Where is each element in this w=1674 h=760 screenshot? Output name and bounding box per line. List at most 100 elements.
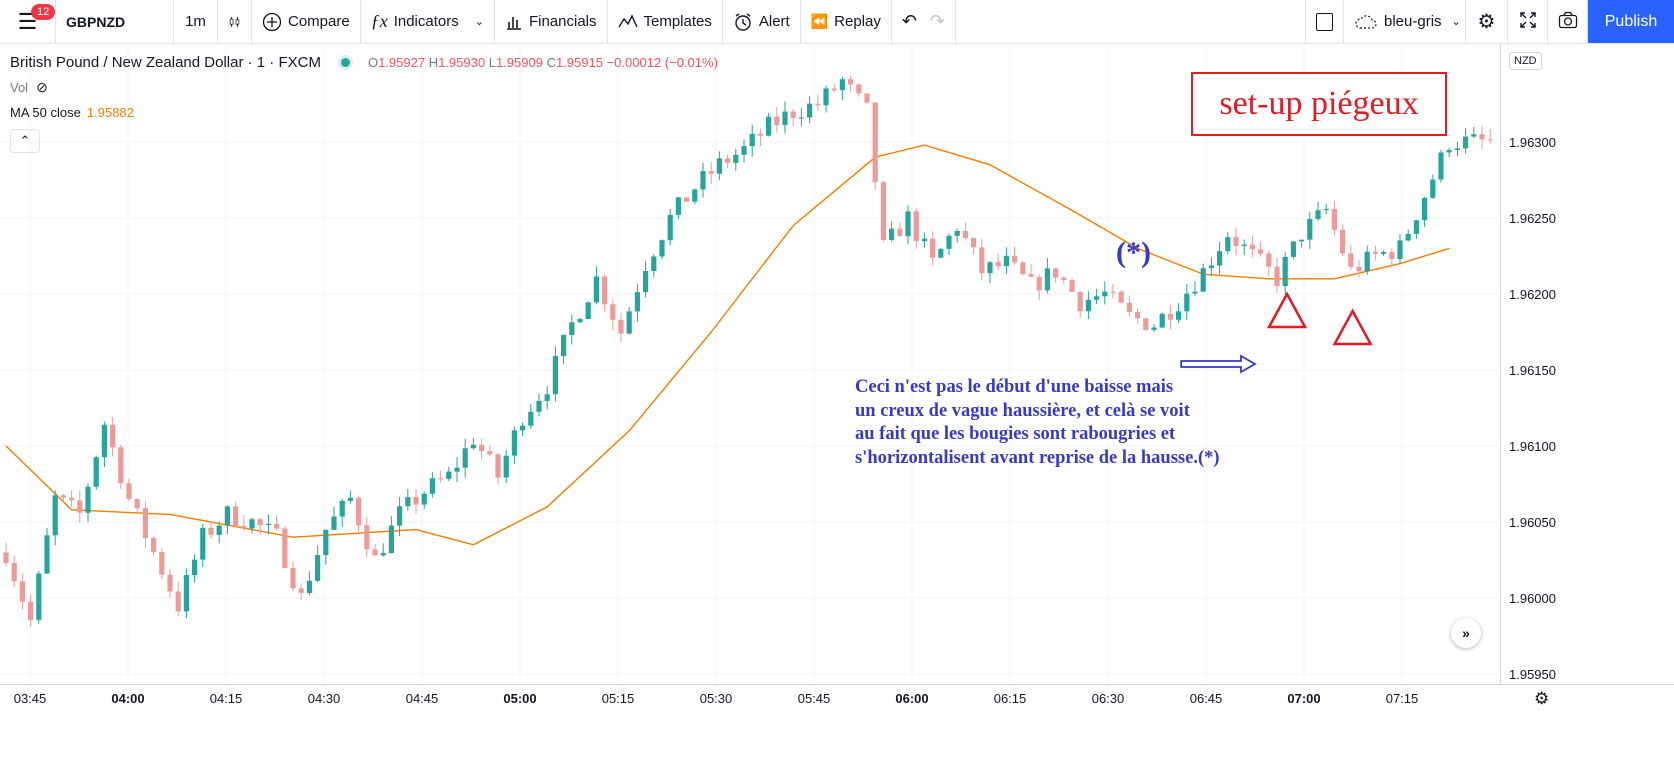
candle: [257, 517, 263, 535]
interval-button[interactable]: 1m: [174, 0, 218, 43]
candle-body: [577, 319, 583, 323]
candle-body: [921, 238, 927, 242]
templates-button[interactable]: Templates: [608, 0, 723, 43]
candle-body: [1479, 134, 1485, 140]
redo-icon[interactable]: ↷: [929, 11, 945, 31]
candle-body: [224, 506, 230, 526]
chart-settings-gear-icon[interactable]: ⚙: [1534, 689, 1550, 708]
candle: [1438, 149, 1444, 183]
candle-body: [905, 211, 911, 237]
candle-body: [159, 552, 165, 575]
fullscreen-layout-button[interactable]: [1306, 0, 1344, 43]
candle: [528, 404, 534, 429]
candle-body: [257, 519, 263, 526]
financials-button[interactable]: Financials: [495, 0, 608, 43]
time-tick: 04:15: [209, 691, 243, 706]
candle: [11, 555, 17, 588]
candle-body: [1184, 293, 1190, 312]
legend-main-row: British Pound / New Zealand Dollar · 1 ·…: [10, 50, 718, 75]
annotation-note[interactable]: Ceci n'est pas le début d'une baisse mai…: [855, 376, 1375, 470]
candle: [1479, 126, 1485, 149]
open-key: O: [367, 55, 379, 70]
time-axis[interactable]: ⚙ 03:45 04:00 04:15 04:30 04:45 05:00 05:15 05:…: [0, 684, 1674, 760]
rewind-icon: ⏪: [810, 13, 829, 29]
legend-ma-row[interactable]: MA 50 close 1.95882: [10, 100, 718, 125]
instrument-title[interactable]: British Pound / New Zealand Dollar · 1 ·…: [10, 54, 321, 71]
candle: [954, 228, 960, 243]
price-chart[interactable]: [0, 44, 1500, 684]
candle-body: [470, 444, 476, 449]
candle-body: [897, 228, 903, 237]
candle-body: [52, 495, 58, 536]
replay-button[interactable]: ⏪ Replay: [801, 0, 892, 43]
snapshot-button[interactable]: [1548, 0, 1588, 43]
compare-button[interactable]: Compare: [252, 0, 361, 43]
currency-tag[interactable]: NZD: [1509, 52, 1542, 70]
candle: [807, 96, 813, 124]
candle: [1036, 274, 1042, 301]
candle: [1282, 251, 1288, 295]
chart-type-button[interactable]: [218, 0, 252, 43]
candle-body: [298, 588, 304, 593]
candle: [766, 112, 772, 137]
alert-button[interactable]: Alert: [723, 0, 801, 43]
eye-off-icon[interactable]: ⊘: [36, 79, 48, 95]
candle: [585, 301, 591, 320]
indicators-button[interactable]: ƒx Indicators ⌄: [361, 0, 495, 43]
candle-body: [700, 170, 706, 190]
symbol-search-button[interactable]: GBPNZD: [56, 0, 174, 43]
legend-collapse-button[interactable]: ⌃: [10, 129, 40, 153]
candle-body: [1413, 220, 1419, 234]
candle: [684, 197, 690, 202]
price-tick: 1.96200: [1509, 287, 1556, 302]
expand-icon: [1519, 11, 1537, 33]
candle-body: [1266, 253, 1272, 267]
settings-button[interactable]: ⚙: [1466, 0, 1508, 43]
candle-body: [708, 170, 714, 174]
candle: [1151, 323, 1157, 333]
setup-title-box[interactable]: set-up piégeux: [1191, 72, 1447, 136]
candle: [28, 594, 34, 627]
candle: [101, 421, 107, 468]
candle-body: [520, 425, 526, 431]
price-axis[interactable]: NZD 1.96300 1.96250 1.96200 1.96150 1.96…: [1500, 44, 1674, 684]
close-key: C: [546, 55, 556, 70]
double-chevron-right-icon: »: [1462, 625, 1470, 641]
publish-button[interactable]: Publish: [1588, 0, 1674, 43]
candle: [971, 237, 977, 255]
candle-body: [1364, 251, 1370, 272]
cloud-icon: [1354, 14, 1378, 30]
candle: [3, 542, 9, 567]
undo-icon[interactable]: ↶: [901, 11, 917, 31]
candle: [167, 569, 173, 598]
candle-body: [1061, 277, 1067, 281]
candle: [1249, 235, 1255, 258]
candle-body: [1217, 251, 1223, 266]
candle: [1061, 276, 1067, 284]
candle-body: [1028, 274, 1034, 277]
candle-body: [1192, 291, 1198, 294]
candle: [1053, 268, 1059, 283]
candle-body: [741, 146, 747, 155]
candle-body: [651, 256, 657, 271]
layout-select[interactable]: bleu-gris ⌄: [1344, 0, 1466, 43]
candle-body: [1438, 152, 1444, 180]
asterisk-annotation[interactable]: (*): [1116, 236, 1151, 269]
candle-body: [1118, 291, 1124, 303]
candle: [552, 346, 558, 402]
candle: [1454, 141, 1460, 157]
price-tick: 1.96100: [1509, 439, 1556, 454]
candle: [561, 334, 567, 365]
candle: [659, 239, 665, 260]
candle: [897, 222, 903, 237]
candle: [1176, 303, 1182, 324]
candle: [1143, 317, 1149, 331]
candle: [1299, 239, 1305, 248]
fullscreen-button[interactable]: [1508, 0, 1548, 43]
scroll-to-realtime-button[interactable]: »: [1451, 618, 1481, 648]
alarm-clock-icon: [733, 12, 753, 32]
candle-body: [716, 158, 722, 174]
candle: [1356, 260, 1362, 278]
legend-volume-row[interactable]: Vol ⊘: [10, 75, 718, 100]
main-menu-button[interactable]: ☰ 12: [0, 0, 56, 43]
